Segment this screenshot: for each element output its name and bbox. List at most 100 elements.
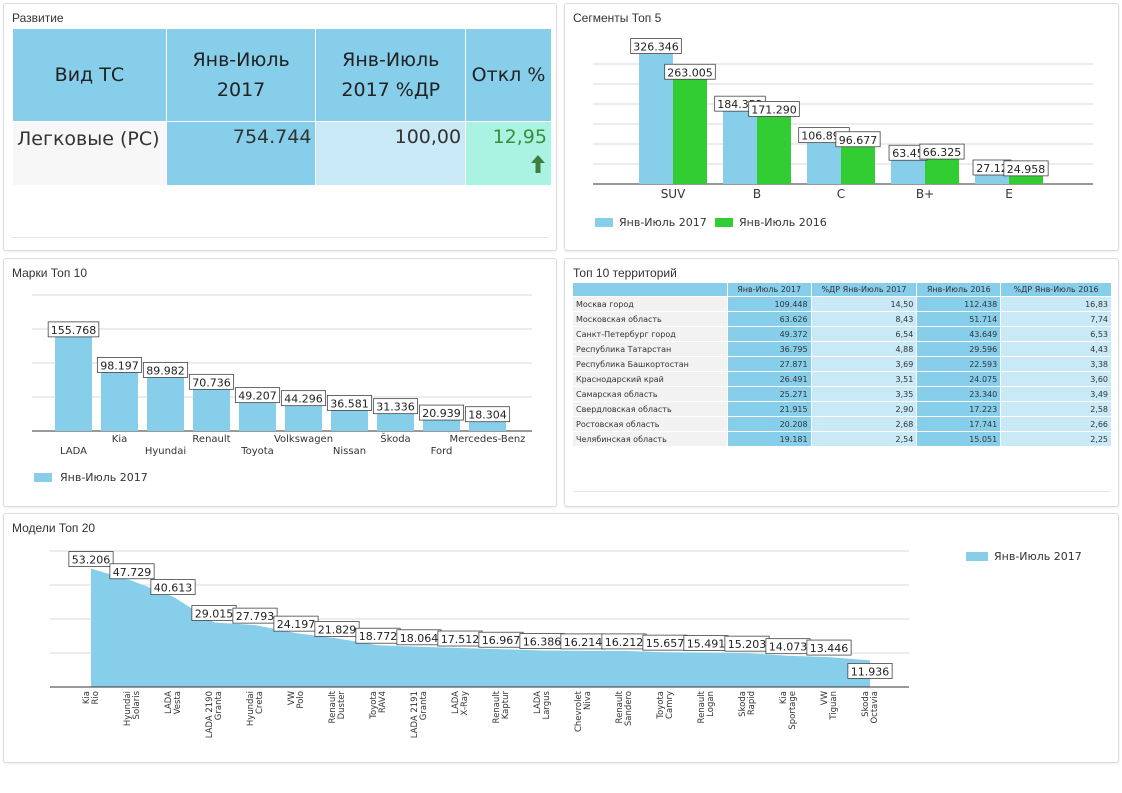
bar-Volkswagen — [285, 403, 322, 431]
x-tick-label: HyundaiSolaris — [123, 690, 142, 726]
data-label: 44.296 — [284, 393, 323, 406]
territories-panel: Топ 10 территорий Янв-Июль 2017 %ДР Янв-… — [564, 258, 1119, 507]
territory-value: 22.593 — [916, 356, 1002, 372]
data-label: 70.736 — [192, 376, 231, 389]
x-tick-label: Ford — [431, 446, 453, 457]
bar-Toyota — [239, 400, 276, 431]
x-tick-label: Mercedes-Benz — [450, 434, 526, 445]
data-label-box — [847, 663, 893, 679]
territory-row: Челябинская область 19.181 2,54 15.051 2,25 — [572, 431, 1112, 447]
data-label-box — [806, 639, 852, 656]
data-label-box — [919, 143, 965, 160]
data-label: 16.386 — [523, 636, 562, 649]
brands-panel: Марки Топ 10 LADA Kia Hyundai Renault Toyota… — [3, 258, 557, 507]
territory-value: 49.372 — [726, 326, 812, 342]
x-tick-label: E — [1005, 187, 1013, 201]
x-tick-label: Škoda — [380, 432, 410, 445]
arrow-up-icon — [531, 155, 545, 173]
data-label-box — [748, 101, 800, 117]
legend-entry: Янв-Июль 2017 — [60, 471, 148, 484]
data-label-box — [142, 362, 189, 378]
data-label: 24.958 — [1007, 163, 1046, 176]
territory-value: 2,90 — [810, 401, 918, 417]
data-label: 13.446 — [810, 642, 849, 655]
territory-value: 2,66 — [1000, 416, 1112, 432]
bar-Škoda — [377, 411, 414, 431]
territory-value: 4,43 — [1000, 341, 1112, 357]
x-tick-label: Toyota — [240, 446, 274, 457]
bar-LADA — [55, 334, 92, 431]
terr-header-share-2016: %ДР Янв-Июль 2016 — [1000, 282, 1112, 297]
data-label: 20.939 — [422, 407, 461, 420]
territory-value: 15.051 — [916, 431, 1002, 447]
legend-swatch — [595, 218, 613, 227]
x-tick-label: Volkswagen — [274, 434, 333, 445]
models-title: Модели Топ 20 — [12, 521, 96, 535]
territory-value: 14,50 — [810, 296, 918, 312]
x-tick-label: B — [753, 187, 761, 201]
kpi-header-2017: Янв-Июль 2017 — [165, 28, 317, 122]
territory-value: 16,83 — [1000, 296, 1112, 312]
territory-value: 2,68 — [810, 416, 918, 432]
data-label: 53.206 — [72, 554, 111, 567]
territory-name: Краснодарский край — [572, 371, 728, 387]
territory-name: Санкт-Петербург город — [572, 326, 728, 342]
data-label: 49.207 — [238, 390, 277, 403]
territory-value: 36.795 — [726, 341, 812, 357]
data-label-box — [47, 321, 100, 338]
x-tick-label: KiaSportage — [779, 691, 798, 730]
territory-name: Свердловская область — [572, 401, 728, 417]
territory-value: 3,51 — [810, 371, 918, 387]
territory-value: 7,74 — [1000, 311, 1112, 327]
bar-C-2017 — [807, 140, 841, 184]
x-tick-label: Kia — [112, 434, 127, 445]
legend-entry: Янв-Июль 2017 — [994, 550, 1082, 563]
territory-value: 17.741 — [916, 416, 1002, 432]
segments-chart: SUV B C B+ E326.346263.005184.352171.290106.… — [593, 38, 1093, 229]
territory-name: Челябинская область — [572, 431, 728, 447]
data-label: 18.304 — [468, 409, 507, 422]
kpi-row-share: 100,00 — [315, 121, 467, 186]
x-tick-label: RenaultSandero — [615, 690, 634, 726]
data-label-box — [1003, 160, 1049, 177]
data-label: 24.197 — [277, 618, 316, 631]
x-tick-label: LADAX-Ray — [451, 691, 470, 716]
x-tick-label: B+ — [916, 187, 934, 201]
territory-value: 4,88 — [810, 341, 918, 357]
territory-value: 29.596 — [916, 341, 1002, 357]
models-chart: KiaRio HyundaiSolaris LADAVesta LADA 2190Gr… — [50, 550, 1082, 738]
data-label: 15.491 — [687, 638, 726, 651]
bar-B+-2017 — [891, 158, 925, 184]
data-label: 40.613 — [154, 582, 193, 595]
x-tick-label: Renault — [192, 434, 230, 445]
data-label: 15.657 — [646, 637, 685, 650]
development-panel: Развитие Вид ТС Янв-Июль 2017 Янв-Июль 2… — [3, 3, 557, 251]
bar-Hyundai — [147, 375, 184, 431]
x-tick-label: SUV — [661, 187, 686, 201]
territory-row: Республика Башкортостан 27.871 3,69 22.593 3… — [572, 356, 1112, 372]
x-tick-label: VWTiguan — [820, 690, 839, 720]
kpi-row: Легковые (PC) 754.744 100,00 12,95 — [12, 121, 552, 186]
territory-row: Московская область 63.626 8,43 51.714 7,74 — [572, 311, 1112, 327]
bar-C-2016 — [841, 144, 875, 184]
x-tick-label: VWPolo — [287, 690, 306, 708]
territory-value: 8,43 — [810, 311, 918, 327]
territory-value: 63.626 — [726, 311, 812, 327]
territory-value: 3,69 — [810, 356, 918, 372]
terr-header-region — [572, 282, 728, 297]
bar-E-2016 — [1009, 173, 1043, 184]
territory-row: Самарская область 25.271 3,35 23.340 3,49 — [572, 386, 1112, 402]
territory-value: 51.714 — [916, 311, 1002, 327]
data-label: 155.768 — [51, 324, 97, 337]
x-tick-label: Nissan — [333, 446, 366, 457]
legend-entry: Янв-Июль 2016 — [739, 216, 827, 229]
territory-value: 17.223 — [916, 401, 1002, 417]
x-tick-label: RenaultDuster — [328, 690, 347, 723]
brands-chart: LADA Kia Hyundai Renault ToyotaVolkswagenNis… — [32, 294, 532, 484]
territory-name: Республика Башкортостан — [572, 356, 728, 372]
legend-entry: Янв-Июль 2017 — [619, 216, 707, 229]
segments-title: Сегменты Топ 5 — [573, 11, 662, 25]
panel-scrollbar — [573, 491, 1110, 492]
territory-value: 19.181 — [726, 431, 812, 447]
x-tick-label: LADA — [60, 446, 87, 457]
